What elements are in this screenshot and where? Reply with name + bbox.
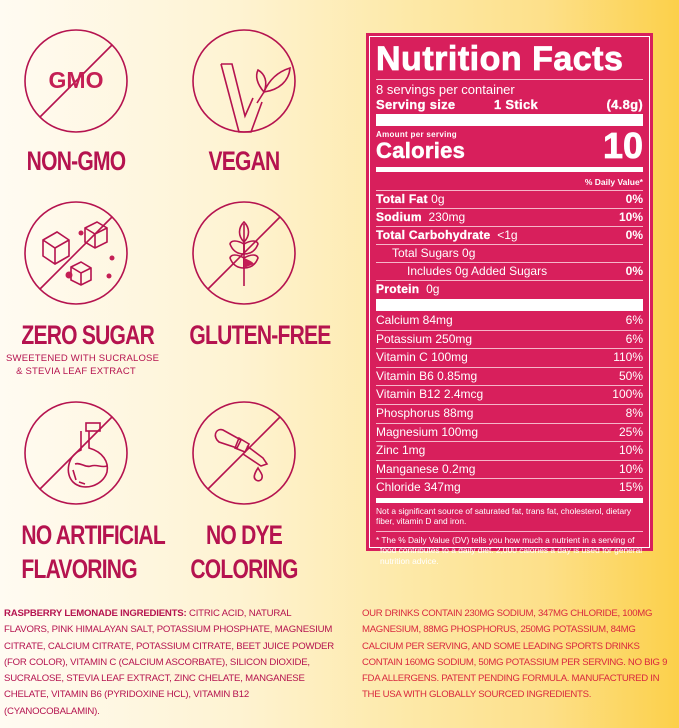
ingredients-list: CITRIC ACID, NATURAL FLAVORS, PINK HIMAL…: [4, 608, 334, 717]
badge-no-dye-coloring: NO DYE COLORING: [174, 400, 314, 584]
nutrient-row-total-carbohydrate: Total Carbohydrate <1g 0%: [376, 227, 643, 245]
nutrient-row-total-fat: Total Fat 0g 0%: [376, 191, 643, 209]
badge-no-artificial-flavoring: NO ARTIFICIAL FLAVORING: [6, 400, 166, 584]
micronutrient-row-vitamin-b6: Vitamin B6 0.85mg 50%: [376, 368, 643, 387]
nutrition-facts-panel: Nutrition Facts 8 servings per container…: [366, 33, 653, 566]
badge-zero-sugar: ZERO SUGAR SWEETENED WITH SUCRALOSE & ST…: [6, 200, 160, 378]
badge-sublabel: SWEETENED WITH SUCRALOSE: [6, 353, 160, 364]
micronutrient-row-chloride: Chloride 347mg 15%: [376, 480, 643, 495]
badge-sublabel: & STEVIA LEAF EXTRACT: [16, 366, 136, 377]
nutrient-row-sodium: Sodium 230mg 10%: [376, 209, 643, 227]
nutrition-footnote: Not a significant source of saturated fa…: [376, 505, 632, 527]
calories-label: Calories: [376, 138, 466, 163]
no-artificial-flavor-icon: [24, 401, 128, 505]
badge-label: GLUTEN-FREE: [189, 320, 331, 350]
nutrient-row-total-sugars: Total Sugars 0g: [376, 245, 643, 263]
micronutrient-row-phosphorus: Phosphorus 88mg 8%: [376, 405, 643, 424]
divider-medium: [376, 167, 643, 172]
nutrition-title: Nutrition Facts: [376, 40, 624, 78]
nutrient-row-added-sugars: Includes 0g Added Sugars 0%: [376, 263, 643, 281]
ingredients-heading: RASPBERRY LEMONADE INGREDIENTS:: [4, 608, 187, 619]
badge-gluten-free: GLUTEN-FREE: [174, 200, 331, 350]
micronutrient-row-vitamin-b12: Vitamin B12 2.4mcg 100%: [376, 386, 643, 405]
badge-label: FLAVORING: [21, 554, 137, 584]
micronutrient-row-magnesium: Magnesium 100mg 25%: [376, 424, 643, 443]
no-gmo-icon: GMO: [24, 29, 128, 133]
micronutrient-row-calcium: Calcium 84mg 6%: [376, 312, 643, 331]
gluten-free-icon: [192, 201, 296, 305]
badge-non-gmo: GMO NON-GMO: [6, 28, 146, 176]
no-dye-icon: [192, 401, 296, 505]
micronutrient-row-manganese: Manganese 0.2mg 10%: [376, 461, 643, 480]
amount-per-serving: Amount per serving: [376, 130, 457, 139]
micronutrient-row-zinc: Zinc 1mg 10%: [376, 442, 643, 461]
divider: [376, 190, 643, 191]
badge-label: ZERO SUGAR: [21, 320, 155, 350]
divider: [376, 530, 643, 532]
badge-vegan: VEGAN: [174, 28, 314, 176]
calories-value: 10: [602, 125, 644, 166]
divider: [376, 79, 643, 80]
badge-label: NO DYE: [205, 520, 283, 550]
divider-medium: [376, 497, 643, 503]
badge-label: COLORING: [190, 554, 298, 584]
calories-row: Calories 10: [376, 127, 644, 164]
divider-thick: [376, 299, 643, 311]
daily-value-header: % Daily Value*: [584, 177, 643, 187]
no-sugar-icon: [24, 201, 128, 305]
badge-label: NO ARTIFICIAL: [21, 520, 165, 550]
micronutrient-row-vitamin-c: Vitamin C 100mg 110%: [376, 349, 643, 368]
gmo-glyph: GMO: [49, 67, 104, 93]
ingredients-text: RASPBERRY LEMONADE INGREDIENTS: CITRIC A…: [4, 606, 334, 720]
serving-size: Serving size 1 Stick (4.8g): [376, 97, 643, 112]
daily-value-footnote: * The % Daily Value (DV) tells you how m…: [376, 534, 643, 566]
micronutrient-row-potassium: Potassium 250mg 6%: [376, 331, 643, 350]
servings-per-container: 8 servings per container: [376, 82, 515, 97]
product-claims-text: OUR DRINKS CONTAIN 230MG SODIUM, 347MG C…: [362, 608, 668, 701]
nutrient-row-protein: Protein 0g: [376, 282, 440, 296]
badge-label: NON-GMO: [26, 146, 126, 176]
divider-thick: [376, 114, 643, 126]
vegan-icon: [192, 29, 296, 133]
badge-label: VEGAN: [208, 146, 280, 176]
